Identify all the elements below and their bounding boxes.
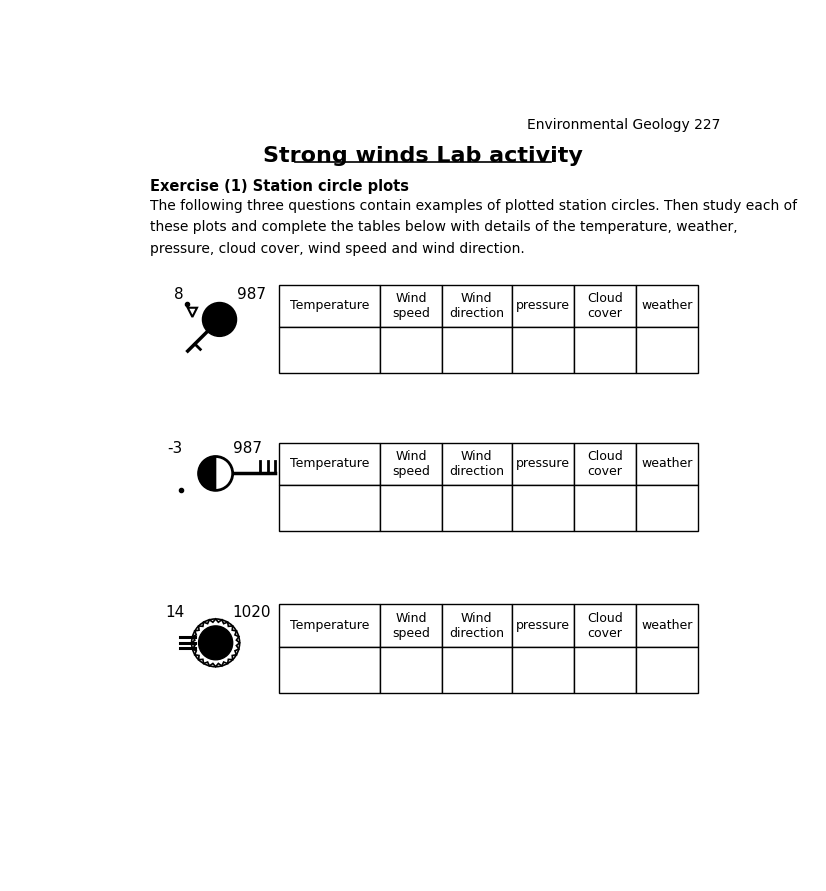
Bar xyxy=(380,327,442,373)
Bar xyxy=(442,327,511,373)
Bar xyxy=(636,285,698,327)
Circle shape xyxy=(202,303,236,337)
Text: 987: 987 xyxy=(233,441,262,456)
Bar xyxy=(442,443,511,485)
Bar xyxy=(636,647,698,693)
Text: Temperature: Temperature xyxy=(290,457,369,470)
Bar xyxy=(511,485,574,531)
Bar xyxy=(574,443,636,485)
Text: pressure: pressure xyxy=(515,619,570,632)
Bar xyxy=(511,327,574,373)
Circle shape xyxy=(198,456,233,490)
Bar xyxy=(511,647,574,693)
Bar xyxy=(511,443,574,485)
Bar xyxy=(279,485,380,531)
Text: Cloud
cover: Cloud cover xyxy=(586,450,623,478)
Text: Wind
direction: Wind direction xyxy=(449,450,505,478)
Text: Cloud
cover: Cloud cover xyxy=(586,611,623,640)
Text: 1020: 1020 xyxy=(233,604,271,619)
Bar xyxy=(636,443,698,485)
Text: pressure: pressure xyxy=(515,299,570,313)
Text: weather: weather xyxy=(641,299,692,313)
Bar xyxy=(442,485,511,531)
Bar xyxy=(380,285,442,327)
Circle shape xyxy=(192,619,240,666)
Text: Temperature: Temperature xyxy=(290,619,369,632)
Text: Environmental Geology 227: Environmental Geology 227 xyxy=(527,119,720,133)
Text: Cloud
cover: Cloud cover xyxy=(586,292,623,320)
Text: Wind
speed: Wind speed xyxy=(392,292,430,320)
Text: Strong winds Lab activity: Strong winds Lab activity xyxy=(263,146,583,167)
Bar xyxy=(442,285,511,327)
Bar xyxy=(380,485,442,531)
Text: Exercise (1) Station circle plots: Exercise (1) Station circle plots xyxy=(150,178,409,193)
Bar xyxy=(380,647,442,693)
Polygon shape xyxy=(198,456,216,490)
Text: pressure, cloud cover, wind speed and wind direction.: pressure, cloud cover, wind speed and wi… xyxy=(150,241,525,256)
Bar xyxy=(574,485,636,531)
Bar xyxy=(380,604,442,647)
Text: 14: 14 xyxy=(166,604,185,619)
Bar xyxy=(279,327,380,373)
Text: weather: weather xyxy=(641,619,692,632)
Text: -3: -3 xyxy=(168,441,183,456)
Bar xyxy=(636,485,698,531)
Text: these plots and complete the tables below with details of the temperature, weath: these plots and complete the tables belo… xyxy=(150,220,738,234)
Bar xyxy=(511,285,574,327)
Text: Wind
direction: Wind direction xyxy=(449,292,505,320)
Circle shape xyxy=(198,625,233,659)
Bar xyxy=(574,647,636,693)
Text: weather: weather xyxy=(641,457,692,470)
Bar xyxy=(511,604,574,647)
Text: Wind
direction: Wind direction xyxy=(449,611,505,640)
Text: pressure: pressure xyxy=(515,457,570,470)
Bar xyxy=(574,285,636,327)
Text: The following three questions contain examples of plotted station circles. Then : The following three questions contain ex… xyxy=(150,199,797,213)
Bar xyxy=(279,443,380,485)
Text: Wind
speed: Wind speed xyxy=(392,450,430,478)
Bar xyxy=(279,604,380,647)
Bar xyxy=(279,285,380,327)
Bar xyxy=(574,327,636,373)
Text: Wind
speed: Wind speed xyxy=(392,611,430,640)
Bar xyxy=(380,443,442,485)
Bar xyxy=(636,604,698,647)
Polygon shape xyxy=(207,323,225,333)
Text: Temperature: Temperature xyxy=(290,299,369,313)
Bar xyxy=(636,327,698,373)
Bar xyxy=(442,647,511,693)
Bar xyxy=(574,604,636,647)
Bar xyxy=(279,647,380,693)
Text: 987: 987 xyxy=(236,287,265,302)
Bar xyxy=(442,604,511,647)
Text: 8: 8 xyxy=(174,287,184,302)
